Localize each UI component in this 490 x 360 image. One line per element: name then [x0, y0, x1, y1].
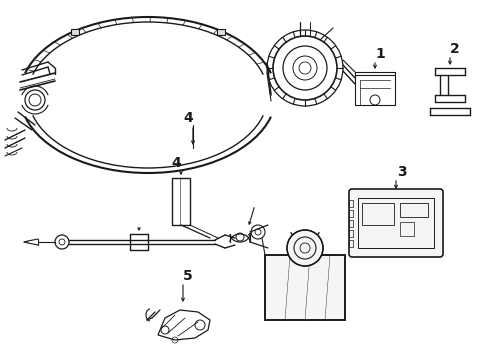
Bar	[71, 29, 78, 35]
Bar	[362, 203, 394, 225]
Text: 3: 3	[397, 165, 407, 179]
Text: 1: 1	[375, 47, 385, 61]
Bar	[265, 255, 345, 320]
Bar	[400, 222, 414, 236]
Text: 4: 4	[183, 111, 193, 125]
Bar	[172, 178, 190, 225]
Bar	[349, 200, 353, 207]
FancyBboxPatch shape	[349, 189, 443, 257]
Circle shape	[287, 230, 323, 266]
Bar	[349, 210, 353, 217]
Bar	[349, 220, 353, 227]
Bar	[358, 198, 434, 248]
Bar	[218, 29, 225, 35]
Bar	[349, 230, 353, 237]
Text: 4: 4	[171, 156, 181, 170]
Bar	[400, 203, 428, 217]
Bar	[349, 240, 353, 247]
Text: 5: 5	[183, 269, 193, 283]
Text: 2: 2	[450, 42, 460, 56]
Bar	[265, 255, 345, 320]
